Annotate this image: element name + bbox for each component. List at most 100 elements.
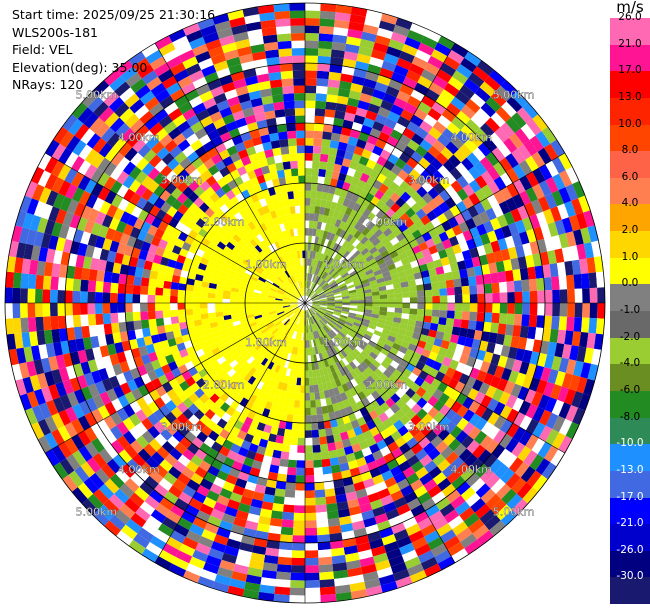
velocity-gate xyxy=(319,571,334,581)
velocity-gate xyxy=(336,179,345,189)
velocity-gate xyxy=(487,425,500,440)
velocity-gate xyxy=(399,212,410,223)
velocity-gate xyxy=(457,260,467,271)
velocity-gate xyxy=(207,292,216,299)
velocity-gate xyxy=(554,370,566,387)
velocity-gate xyxy=(95,281,104,293)
velocity-gate xyxy=(339,408,348,418)
velocity-gate xyxy=(340,312,349,317)
velocity-gate xyxy=(361,321,370,328)
velocity-gate xyxy=(111,272,120,284)
velocity-gate xyxy=(470,93,486,108)
velocity-gate xyxy=(544,445,559,463)
velocity-gate xyxy=(423,479,438,492)
velocity-gate xyxy=(428,82,444,96)
velocity-gate xyxy=(497,271,507,283)
velocity-gate xyxy=(305,482,315,491)
velocity-gate xyxy=(431,491,447,505)
velocity-gate xyxy=(318,292,326,297)
velocity-gate xyxy=(310,282,315,290)
velocity-gate xyxy=(299,392,305,401)
velocity-gate xyxy=(335,227,343,237)
velocity-gate xyxy=(364,299,373,303)
velocity-gate xyxy=(407,563,424,577)
velocity-gate xyxy=(475,107,491,123)
velocity-gate xyxy=(391,342,401,351)
velocity-gate xyxy=(87,314,97,326)
velocity-gate xyxy=(309,291,315,298)
velocity-gate xyxy=(329,64,343,74)
velocity-gate xyxy=(289,2,305,11)
velocity-gate xyxy=(496,214,509,228)
velocity-gate xyxy=(313,314,320,322)
velocity-gate xyxy=(558,418,573,436)
velocity-gate xyxy=(580,362,592,379)
velocity-gate xyxy=(378,262,388,270)
velocity-gate xyxy=(326,248,333,257)
velocity-gate xyxy=(314,251,319,260)
velocity-gate xyxy=(310,307,318,313)
velocity-gate xyxy=(327,304,335,307)
velocity-gate xyxy=(342,222,350,232)
velocity-gate xyxy=(462,396,474,410)
velocity-gate xyxy=(370,371,380,381)
velocity-gate xyxy=(199,303,208,309)
velocity-gate xyxy=(538,196,551,212)
velocity-gate xyxy=(495,483,512,500)
velocity-gate xyxy=(343,51,358,61)
velocity-gate xyxy=(390,403,401,414)
velocity-gate xyxy=(35,303,43,318)
velocity-gate xyxy=(27,288,36,303)
velocity-gate xyxy=(327,298,335,301)
velocity-gate xyxy=(498,313,508,325)
velocity-gate xyxy=(336,333,344,341)
velocity-gate xyxy=(327,257,334,266)
velocity-gate xyxy=(320,270,326,278)
velocity-gate xyxy=(460,486,476,502)
velocity-gate xyxy=(319,443,329,453)
velocity-gate xyxy=(326,435,335,444)
velocity-gate xyxy=(305,392,311,401)
velocity-gate xyxy=(351,443,362,453)
velocity-gate xyxy=(360,236,369,245)
velocity-gate xyxy=(305,362,309,371)
velocity-gate xyxy=(447,254,458,265)
velocity-gate xyxy=(345,363,354,373)
velocity-gate xyxy=(312,259,317,267)
velocity-gate xyxy=(437,273,446,282)
velocity-gate xyxy=(215,293,223,299)
velocity-gate xyxy=(314,285,321,292)
velocity-gate xyxy=(403,102,418,115)
velocity-gate xyxy=(513,280,523,292)
velocity-gate xyxy=(305,235,309,244)
velocity-gate xyxy=(366,394,376,404)
velocity-gate xyxy=(372,145,384,156)
velocity-gate xyxy=(305,18,320,26)
velocity-gate xyxy=(323,343,329,351)
velocity-gate xyxy=(420,380,431,392)
velocity-gate xyxy=(504,357,516,371)
velocity-gate xyxy=(358,327,367,334)
velocity-gate xyxy=(383,324,392,331)
velocity-gate xyxy=(307,258,310,266)
velocity-gate xyxy=(355,287,364,293)
velocity-gate xyxy=(140,285,149,295)
velocity-gate xyxy=(393,175,405,187)
velocity-gate xyxy=(343,150,354,161)
velocity-gate xyxy=(405,196,417,208)
velocity-gate xyxy=(511,112,527,129)
velocity-gate xyxy=(407,29,424,43)
velocity-gate xyxy=(441,483,456,498)
velocity-gate xyxy=(290,168,299,177)
velocity-gate xyxy=(163,280,172,289)
velocity-gate xyxy=(357,205,367,215)
velocity-gate xyxy=(327,79,341,89)
velocity-gate xyxy=(332,363,339,372)
velocity-gate xyxy=(271,86,283,96)
velocity-gate xyxy=(339,316,347,322)
velocity-gate xyxy=(376,74,391,86)
velocity-gate xyxy=(472,66,490,82)
velocity-gate xyxy=(488,458,504,474)
velocity-gate xyxy=(305,505,316,513)
velocity-gate xyxy=(335,4,352,15)
